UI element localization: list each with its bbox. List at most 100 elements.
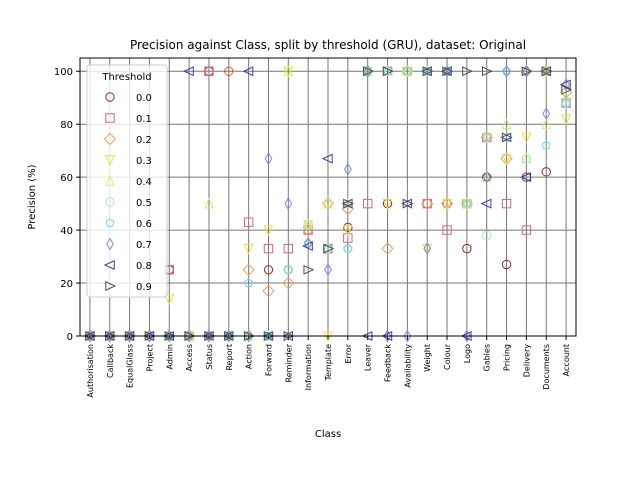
legend: Threshold 0.0 0.1 0.2 0.3 0.4 0.5 0.6 0.7 0.8 0.9 xyxy=(86,64,168,298)
legend-label: 0.7 xyxy=(136,240,152,251)
data-point xyxy=(144,331,155,340)
x-tick-label: Reminder xyxy=(284,343,293,382)
data-point xyxy=(520,172,532,183)
data-point xyxy=(204,66,214,76)
legend-label: 0.1 xyxy=(136,114,152,125)
plot-frame xyxy=(79,57,577,337)
series-0.6 xyxy=(85,66,571,340)
data-point xyxy=(442,66,452,76)
data-point xyxy=(559,79,571,90)
legend-label: 0.8 xyxy=(136,261,152,272)
data-point xyxy=(323,243,335,254)
data-point xyxy=(242,66,254,77)
data-point xyxy=(362,66,374,77)
data-point xyxy=(284,197,293,211)
x-tick-label: Admin xyxy=(165,344,174,370)
data-point xyxy=(145,329,154,343)
data-point xyxy=(105,331,115,340)
data-point xyxy=(442,198,453,210)
series-0.9 xyxy=(85,66,573,341)
data-point xyxy=(402,66,412,76)
data-point xyxy=(343,233,353,243)
data-point xyxy=(342,225,353,237)
data-point xyxy=(402,198,414,209)
data-point xyxy=(343,243,353,253)
data-point xyxy=(283,65,294,76)
data-point xyxy=(382,66,393,76)
data-point xyxy=(264,152,273,166)
legend-label: 0.0 xyxy=(136,93,152,104)
data-point xyxy=(501,198,512,209)
legend-marker xyxy=(106,237,114,251)
data-point xyxy=(442,66,454,77)
legend-item: 0.0 xyxy=(105,92,152,104)
data-point xyxy=(383,329,392,343)
data-point xyxy=(542,107,551,121)
x-tick-label: Colour xyxy=(443,343,452,370)
legend-marker xyxy=(105,281,117,291)
data-point xyxy=(324,263,332,277)
data-point xyxy=(164,331,174,340)
data-point xyxy=(501,117,512,129)
data-point xyxy=(263,265,274,275)
x-tick-label: Forward xyxy=(264,344,273,376)
x-tick-label: Account xyxy=(562,344,571,376)
data-point xyxy=(343,198,355,209)
x-tick-label: Pricing xyxy=(503,344,512,371)
x-tick-label: Feedback xyxy=(384,344,393,382)
data-point xyxy=(422,66,432,76)
data-point xyxy=(283,243,294,254)
data-point xyxy=(501,153,512,165)
data-point xyxy=(561,98,571,107)
legend-marker xyxy=(105,218,115,227)
data-point xyxy=(205,329,213,343)
data-point xyxy=(243,243,254,255)
legend-label: 0.9 xyxy=(136,282,152,293)
data-point xyxy=(482,170,491,184)
data-point xyxy=(403,329,412,343)
data-point xyxy=(521,66,531,76)
data-point xyxy=(363,64,372,78)
x-tick-label: Callback xyxy=(106,344,115,378)
legend-marker xyxy=(103,260,115,270)
data-point xyxy=(185,329,194,343)
legend-item: 0.7 xyxy=(106,237,152,251)
data-point xyxy=(323,243,333,253)
data-point xyxy=(263,225,274,237)
data-point xyxy=(561,114,572,126)
x-tick-label: Error xyxy=(344,343,353,363)
x-tick-label: Project xyxy=(145,344,154,371)
data-point xyxy=(321,197,335,210)
data-point xyxy=(462,243,472,254)
x-tick-label: Delivery xyxy=(522,344,531,377)
legend-marker xyxy=(105,197,115,207)
data-point xyxy=(480,198,492,209)
data-point xyxy=(462,329,471,343)
data-point xyxy=(561,91,572,103)
data-points xyxy=(83,64,573,343)
series-0.7 xyxy=(86,64,570,343)
data-point xyxy=(164,294,175,306)
data-point xyxy=(381,242,394,255)
data-point xyxy=(462,66,474,77)
data-point xyxy=(541,167,551,177)
x-tick-label: Report xyxy=(225,344,234,371)
data-point xyxy=(382,198,393,210)
data-point xyxy=(482,230,492,241)
x-tick-label: Access xyxy=(185,344,194,371)
data-point xyxy=(283,264,293,274)
x-tick-label: Action xyxy=(245,344,254,369)
data-point xyxy=(482,66,493,77)
y-tick-label: 40 xyxy=(60,226,73,237)
data-point xyxy=(382,66,394,77)
data-point xyxy=(362,198,373,209)
y-axis-ticks: 0 20 40 60 80 100 xyxy=(54,67,80,343)
data-point xyxy=(420,197,434,210)
data-point xyxy=(262,284,275,298)
legend-marker xyxy=(105,174,115,186)
x-tick-label: Information xyxy=(304,344,313,390)
legend-frame xyxy=(86,64,168,298)
legend-label: 0.3 xyxy=(136,156,152,167)
data-point xyxy=(521,225,532,235)
x-tick-label: Leaver xyxy=(364,343,373,371)
